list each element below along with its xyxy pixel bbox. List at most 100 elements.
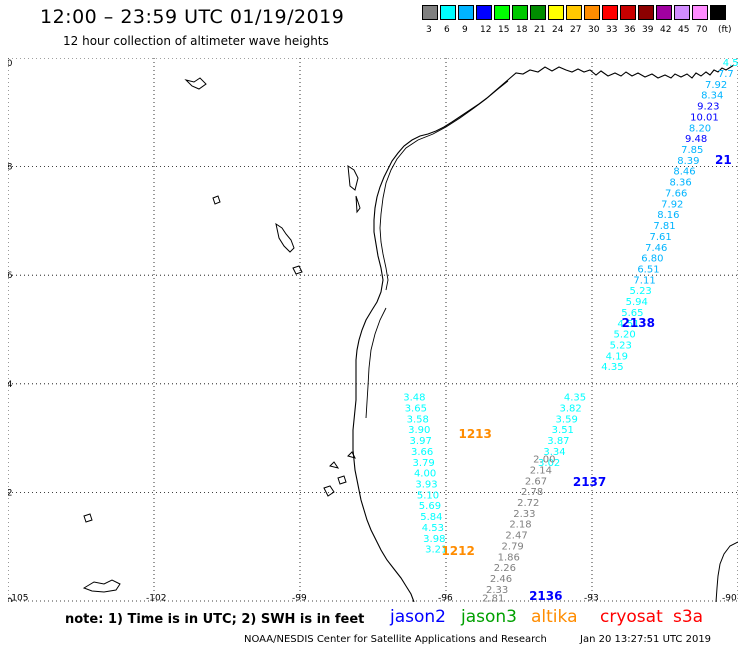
legend-label: 27	[570, 25, 582, 35]
wave-height-value: 3.34	[543, 447, 565, 458]
yucatan-coastline	[715, 541, 738, 602]
mission-cryosat: cryosat	[600, 607, 663, 627]
wave-height-value: 7.85	[681, 145, 703, 156]
legend-swatch	[422, 5, 438, 20]
legend-label: 12	[480, 25, 492, 35]
footer-credit: NOAA/NESDIS Center for Satellite Applica…	[244, 634, 547, 645]
wave-height-value: 2.00	[533, 455, 555, 466]
longitude-tick-label: -93	[584, 594, 599, 603]
longitude-tick-label: -105	[8, 594, 28, 603]
wave-height-value: 5.84	[420, 512, 442, 523]
texas-louisiana-coastline	[352, 64, 735, 602]
legend-swatch	[602, 5, 618, 20]
wave-height-value: 3.82	[559, 403, 581, 414]
pass-number-label: 1212	[441, 544, 474, 558]
legend-label: 39	[642, 25, 654, 35]
track-2137: 4.353.823.593.513.873.343.022.00 2137	[533, 393, 606, 489]
wave-height-value: 4.19	[606, 351, 628, 362]
legend-label: 36	[624, 25, 636, 35]
wave-height-value: 7.11	[633, 275, 655, 286]
map-background	[8, 58, 738, 602]
legend-label: 24	[552, 25, 564, 35]
map-title: 12:00 – 23:59 UTC 01/19/2019	[40, 6, 345, 28]
wave-height-value: 3.87	[547, 436, 569, 447]
latitude-tick-label: 24	[8, 380, 13, 390]
wave-height-value: 7.81	[653, 221, 675, 232]
nw-coast-fragment	[184, 77, 207, 90]
wave-height-value: 4.00	[414, 469, 436, 480]
legend-swatch	[476, 5, 492, 20]
pass-number-label: 2138	[622, 316, 655, 330]
wave-height-value: 8.20	[689, 123, 711, 134]
wave-height-value: 8.36	[669, 178, 691, 189]
legend-label: 42	[660, 25, 672, 35]
wave-height-value: 5.65	[621, 308, 643, 319]
wave-height-value: 4.51	[617, 319, 639, 330]
legend-unit: (ft)	[718, 25, 732, 35]
wave-height-value: 1.86	[498, 552, 520, 563]
legend-label: 15	[498, 25, 510, 35]
legend-label: 6	[444, 25, 450, 35]
wave-height-value: 3.51	[552, 425, 574, 436]
wave-height-value: 9.23	[697, 102, 719, 113]
axis-ticks: -105 -102 -99 -96 -93 -90 30 28 26 24 22 20	[8, 59, 737, 602]
legend-swatch	[656, 5, 672, 20]
wave-height-value: 7.92	[661, 199, 683, 210]
lake-fragment-2	[292, 265, 303, 275]
wave-height-value: 2.18	[509, 520, 531, 531]
legend-label: 3	[426, 25, 432, 35]
legend-label: 45	[678, 25, 690, 35]
wave-height-value: 3.66	[411, 447, 433, 458]
wave-height-value: 8.46	[673, 167, 695, 178]
wave-height-value: 2.79	[502, 541, 524, 552]
wave-height-value: 7.66	[665, 188, 687, 199]
longitude-tick-label: -90	[722, 594, 737, 603]
wave-height-value: 8.34	[701, 91, 723, 102]
wave-height-value: 5.23	[630, 286, 652, 297]
wave-height-value: 3.97	[410, 436, 432, 447]
wave-height-value: 7.92	[705, 80, 727, 91]
legend-swatch	[638, 5, 654, 20]
legend-swatch	[494, 5, 510, 20]
mission-jason2: jason2	[390, 607, 446, 627]
wave-height-value: 5.10	[417, 490, 439, 501]
southern-lake-large	[82, 579, 121, 593]
wave-height-value: 2.26	[494, 563, 516, 574]
mexico-lakes	[323, 451, 356, 497]
mission-altika: altika	[531, 607, 578, 627]
latitude-tick-label: 20	[8, 597, 13, 602]
wave-height-value: 2.46	[490, 574, 512, 585]
footer-note: note: 1) Time is in UTC; 2) SWH is in fe…	[65, 612, 365, 627]
legend-swatch	[548, 5, 564, 20]
wave-height-value: 3.58	[407, 414, 429, 425]
coastline	[82, 64, 738, 602]
wave-height-value: 3.93	[415, 480, 437, 491]
legend-swatch	[458, 5, 474, 20]
wave-height-value: 5.69	[419, 501, 441, 512]
legend-label: 70	[696, 25, 708, 35]
legend-swatch	[530, 5, 546, 20]
legend-label: 21	[534, 25, 546, 35]
wave-height-value: 2.33	[513, 509, 535, 520]
longitude-tick-label: -99	[292, 594, 307, 603]
wave-height-value: 4.5	[723, 58, 738, 69]
track-2138: 7.928.349.2310.018.209.487.858.398.468.3…	[601, 80, 727, 373]
longitude-tick-label: -102	[146, 594, 166, 603]
legend-swatch	[566, 5, 582, 20]
track-2136: 2.142.672.782.722.332.182.472.791.862.26…	[482, 465, 562, 602]
wave-height-value: 2.81	[482, 594, 504, 602]
pass-number-label: 2136	[529, 589, 562, 602]
lake-fragment-3	[212, 195, 221, 205]
map-subtitle: 12 hour collection of altimeter wave hei…	[63, 34, 329, 48]
wave-height-value: 8.39	[677, 156, 699, 167]
latitude-tick-label: 30	[8, 59, 13, 69]
altimeter-tracks: 3.483.653.583.903.973.663.794.003.935.10…	[403, 58, 738, 602]
wave-height-value: 5.94	[626, 297, 648, 308]
wave-height-value: 2.67	[525, 476, 547, 487]
mission-s3a: s3a	[673, 607, 704, 627]
wave-height-value: 5.20	[613, 330, 635, 341]
legend-swatch	[710, 5, 726, 20]
wave-height-value: 3.21	[425, 545, 447, 556]
legend-swatch	[512, 5, 528, 20]
